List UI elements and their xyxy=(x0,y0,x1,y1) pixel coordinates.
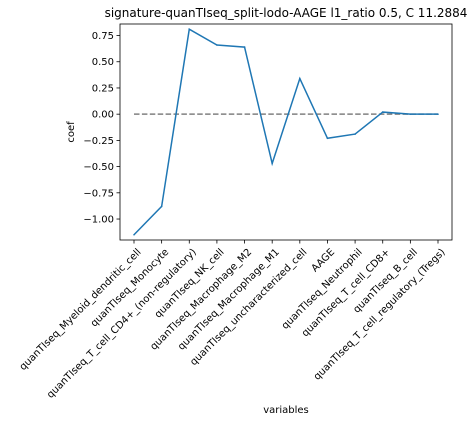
y-tick-label: 0.75 xyxy=(92,31,114,42)
y-tick-label: 0.25 xyxy=(92,83,114,94)
axes-frame xyxy=(119,23,453,241)
y-axis-label: coef xyxy=(66,121,77,143)
data-point xyxy=(437,113,439,115)
y-tick-label: −0.50 xyxy=(83,162,114,173)
y-tick-label: −0.25 xyxy=(83,136,114,147)
data-point xyxy=(299,77,301,80)
data-point xyxy=(133,233,135,236)
y-tick-label: −1.00 xyxy=(83,215,114,226)
x-tick-label: quanTIseq_Macrophage_M2 xyxy=(148,247,254,353)
data-point xyxy=(160,205,163,208)
chart-title: signature-quanTIseq_split-lodo-AAGE l1_r… xyxy=(105,6,468,20)
data-point xyxy=(354,133,356,135)
x-axis: quanTIseq_Myeloid_dendritic_cellquanTIse… xyxy=(18,240,448,401)
data-point xyxy=(409,113,412,115)
data-point xyxy=(243,46,246,48)
x-tick-label: quanTIseq_Myeloid_dendritic_cell xyxy=(18,247,144,373)
plot-area xyxy=(133,28,439,236)
data-point xyxy=(381,111,384,113)
y-axis: 0.75 0.50 0.25 0.00 −0.25 −0.50 −0.75 −1.00 xyxy=(83,31,120,226)
y-tick-label: −0.75 xyxy=(83,188,114,199)
x-axis-label: variables xyxy=(263,405,309,416)
y-tick-label: 0.50 xyxy=(92,57,114,68)
data-point xyxy=(271,162,273,165)
data-point xyxy=(216,44,218,46)
y-tick-label: 0.00 xyxy=(92,110,114,121)
data-point xyxy=(326,137,329,140)
x-tick-label: quanTIseq_Macrophage_M1 xyxy=(176,247,282,353)
series-line-0 xyxy=(133,28,438,236)
data-point xyxy=(188,28,191,31)
